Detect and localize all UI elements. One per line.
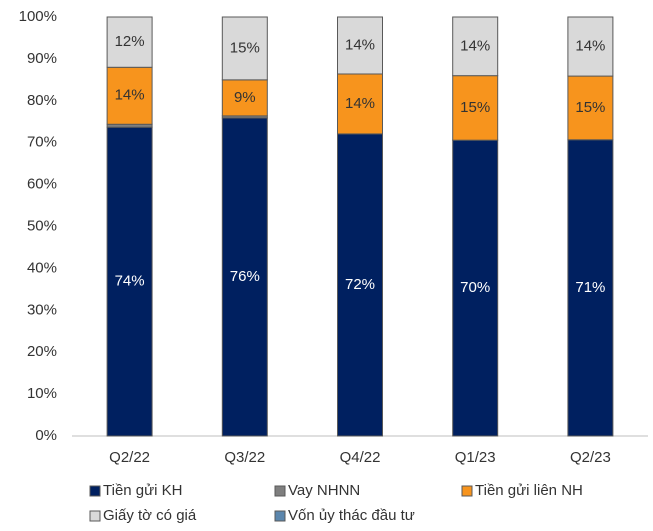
x-tick-label: Q2/22 (109, 449, 150, 466)
bar-segment (221, 16, 268, 81)
bar-segment (337, 73, 383, 135)
legend-label: Tiền gửi KH (103, 482, 183, 499)
data-label: 15% (230, 39, 260, 56)
bar-segment (567, 75, 614, 141)
bar-segment (452, 75, 499, 141)
legend-label: Giấy tờ có giá (103, 507, 197, 524)
data-label: 71% (575, 279, 605, 296)
bar-segment (221, 117, 268, 437)
y-tick-label: 90% (27, 50, 57, 67)
data-label: 70% (460, 279, 490, 296)
data-label: 14% (115, 87, 145, 104)
data-label: 12% (115, 33, 145, 50)
legend-swatch (89, 510, 101, 522)
y-tick-label: 0% (35, 427, 57, 444)
x-tick-label: Q2/23 (570, 449, 611, 466)
legend-swatch (89, 485, 101, 497)
y-tick-label: 20% (27, 343, 57, 360)
bar-segment (452, 139, 499, 437)
data-label: 76% (230, 268, 260, 285)
bar-segment (221, 79, 268, 117)
y-tick-label: 100% (19, 8, 57, 25)
data-label: 14% (345, 95, 375, 112)
y-tick-label: 30% (27, 301, 57, 318)
x-tick-label: Q3/22 (224, 449, 265, 466)
legend-swatch (274, 485, 286, 497)
y-tick-label: 60% (27, 176, 57, 193)
legend-swatch (461, 485, 473, 497)
y-tick-label: 10% (27, 385, 57, 402)
data-label: 72% (345, 276, 375, 293)
x-tick-label: Q1/23 (455, 449, 496, 466)
bar-segment (106, 16, 153, 68)
y-tick-label: 40% (27, 259, 57, 276)
data-label: 14% (460, 37, 490, 54)
x-tick-label: Q4/22 (340, 449, 381, 466)
legend-label: Vay NHNN (288, 482, 360, 499)
data-label: 15% (575, 99, 605, 116)
legend-swatch (274, 510, 286, 522)
bar-segment (452, 16, 499, 77)
bar-segment (106, 66, 153, 125)
y-tick-label: 80% (27, 92, 57, 109)
data-label: 15% (460, 99, 490, 116)
y-tick-label: 70% (27, 134, 57, 151)
data-label: 74% (115, 273, 145, 290)
legend-label: Tiền gửi liên NH (475, 482, 583, 499)
bar-segment (567, 16, 614, 77)
data-label: 14% (345, 36, 375, 53)
y-tick-label: 50% (27, 217, 57, 234)
bar-segment (106, 126, 153, 437)
data-label: 9% (234, 89, 256, 106)
bar-segment (337, 133, 383, 437)
legend-label: Vốn ủy thác đầu tư (288, 507, 415, 524)
bar-segment (337, 16, 383, 75)
data-label: 14% (575, 38, 605, 55)
